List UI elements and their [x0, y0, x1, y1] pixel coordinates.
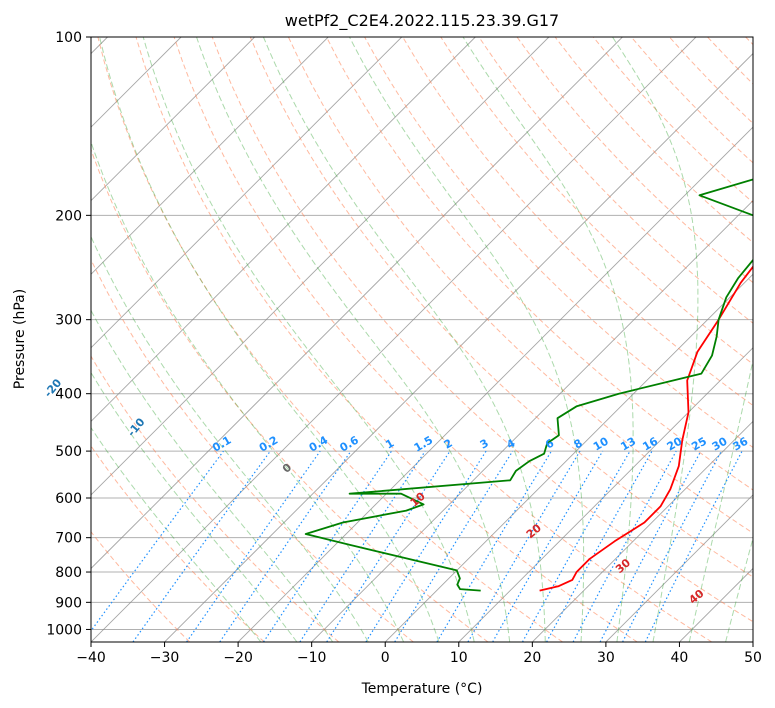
dry-adiabat-line — [91, 355, 340, 642]
data-layer — [304, 178, 753, 592]
isotherm-line — [384, 273, 753, 642]
y-tick-label: 100 — [55, 30, 82, 46]
x-tick-label: 10 — [450, 650, 468, 666]
y-axis-label: Pressure (hPa) — [12, 289, 28, 389]
dry-adiabat-line — [249, 37, 753, 578]
isotherm-line — [91, 37, 329, 275]
temperature-profile-line — [539, 265, 753, 592]
mixing-ratio-line — [91, 450, 224, 632]
moist-adiabat-line — [91, 140, 405, 642]
dry-adiabat-line — [135, 37, 638, 642]
x-tick-label: −20 — [223, 650, 253, 666]
mixing-ratio-line — [572, 450, 677, 642]
y-tick-label: 800 — [55, 565, 82, 581]
y-tick-label: 1000 — [46, 622, 82, 638]
isotherm-line — [532, 420, 753, 642]
dry-adiabat-line — [402, 37, 753, 407]
isotherm-line — [605, 494, 753, 642]
mixing-ratio-line — [132, 450, 271, 642]
dry-adiabat-line — [91, 148, 489, 642]
mixing-ratio-line — [521, 450, 631, 642]
dry-adiabat-line — [91, 445, 265, 642]
isotherm-line — [237, 126, 753, 642]
mixing-ratio-line — [546, 450, 653, 642]
y-tick-label: 200 — [55, 208, 82, 224]
x-tick-label: 0 — [381, 650, 390, 666]
dry-adiabat-line — [211, 37, 753, 623]
isotherm-line — [164, 52, 753, 642]
isotherm-line — [91, 37, 403, 349]
x-tick-label: 20 — [523, 650, 541, 666]
isotherm-line — [91, 37, 623, 570]
x-tick-label: 50 — [744, 650, 762, 666]
x-tick-label: 30 — [597, 650, 615, 666]
moist-adiabat-line — [99, 37, 440, 642]
chart-title: wetPf2_C2E4.2022.115.23.39.G17 — [285, 11, 559, 31]
moist-adiabat-line — [262, 37, 546, 642]
moist-adiabat-line — [91, 371, 298, 642]
dry-adiabat-line — [478, 37, 753, 324]
mixing-ratio-line — [186, 450, 321, 642]
y-tick-label: 700 — [55, 531, 82, 547]
isotherm-line — [458, 347, 753, 642]
x-tick-label: 40 — [671, 650, 689, 666]
dry-adiabat-line — [326, 37, 753, 491]
moist-adiabat-line — [142, 37, 475, 642]
x-tick-label: −30 — [150, 650, 180, 666]
moist-adiabat-line — [91, 235, 369, 642]
mixing-ratio-line — [219, 450, 352, 642]
moist-adiabat-line — [612, 37, 699, 642]
y-tick-label: 900 — [55, 595, 82, 611]
isotherm-line — [91, 37, 476, 422]
dry-adiabat-line — [516, 37, 753, 284]
dry-adiabat-line — [91, 258, 414, 642]
x-tick-label: −10 — [297, 650, 327, 666]
y-tick-label: 500 — [55, 444, 82, 460]
y-tick-label: 600 — [55, 491, 82, 507]
axis-layer: −40 −30 −20 −10 0 10 20 30 40 50 100 200 300 400 500 60… — [46, 30, 762, 666]
mixing-ratio-line — [394, 450, 514, 642]
x-axis-label: Temperature (°C) — [361, 681, 483, 697]
isotherm-line — [91, 37, 550, 496]
dry-adiabat-line — [97, 37, 563, 642]
y-tick-label: 400 — [55, 387, 82, 403]
dewpoint-profile-line — [304, 178, 753, 592]
isotherm-line — [91, 37, 697, 642]
grid-layer — [91, 37, 753, 642]
isotherm-line — [91, 37, 255, 202]
moist-adiabat-line — [91, 426, 262, 642]
plot-frame — [90, 36, 754, 643]
y-tick-label: 300 — [55, 313, 82, 329]
moist-adiabat-line — [349, 37, 585, 642]
dry-adiabat-line — [91, 531, 191, 642]
mixing-ratio-line — [262, 450, 392, 642]
x-tick-label: −40 — [76, 650, 106, 666]
mixing-ratio-line — [326, 450, 451, 642]
dry-adiabat-line — [173, 37, 713, 642]
mixing-ratio-line — [644, 450, 743, 642]
